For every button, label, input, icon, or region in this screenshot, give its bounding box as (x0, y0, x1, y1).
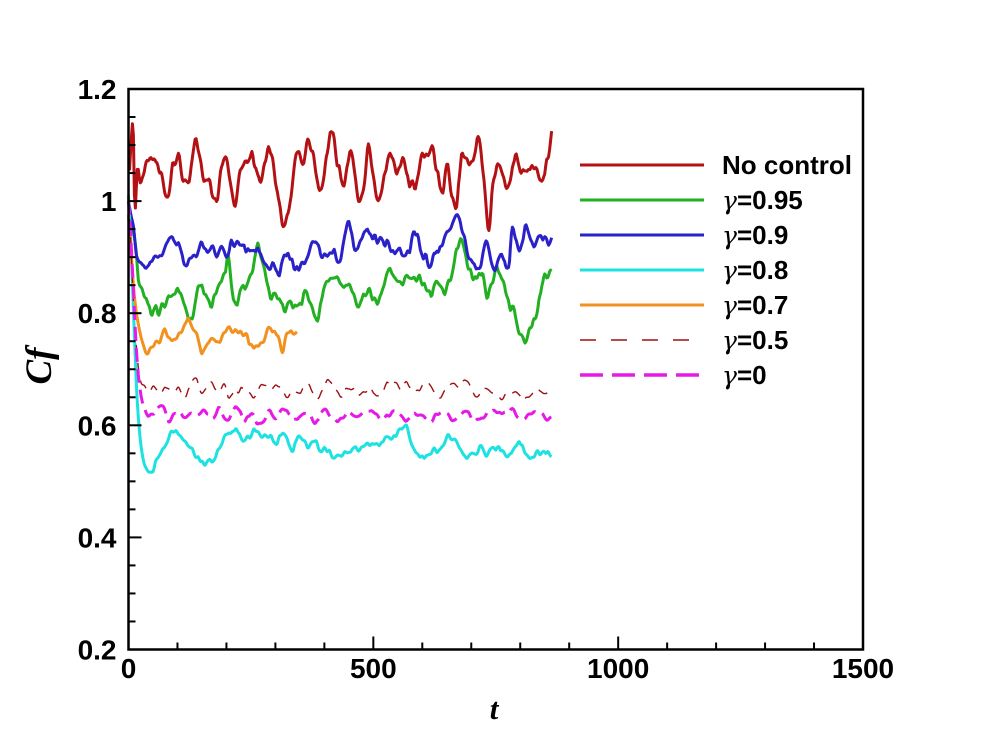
legend-item-gamma-0: γ=0 (580, 360, 767, 390)
legend-label-gamma-0.7: γ=0.7 (722, 290, 788, 320)
legend-label-gamma-0.9: γ=0.9 (722, 220, 788, 250)
axis-ticks (127, 88, 864, 651)
legend-item-gamma-0.9: γ=0.9 (580, 220, 788, 250)
legend-label-gamma-0: γ=0 (722, 360, 767, 390)
legend-item-gamma-0.5: γ=0.5 (580, 325, 788, 355)
curve-gamma-0.95 (127, 200, 553, 345)
x-tick-label: 1500 (832, 653, 894, 684)
legend-label-gamma-0.8: γ=0.8 (722, 255, 788, 285)
curve-no-control (128, 122, 554, 232)
legend-item-gamma-0.95: γ=0.95 (580, 185, 803, 215)
y-tick-label: 0.2 (78, 635, 117, 666)
legend: No control γ=0.95 γ=0.9 γ=0.8 γ=0.7 γ=0.5 γ=0 (580, 150, 852, 390)
legend-label-no-control: No control (722, 150, 852, 180)
y-tick-label: 1 (101, 186, 117, 217)
legend-label-gamma-0.5: γ=0.5 (722, 325, 788, 355)
plot-curves (127, 122, 554, 474)
y-tick-label: 0.4 (78, 522, 117, 553)
legend-item-gamma-0.8: γ=0.8 (580, 255, 788, 285)
curve-gamma-0.7 (127, 214, 298, 356)
axis-tick-labels: 0 500 1000 1500 0.2 0.4 0.6 0.8 1 1.2 (78, 74, 895, 684)
x-tick-label: 500 (350, 653, 397, 684)
curve-gamma-0 (127, 200, 553, 426)
x-axis-title: t (490, 691, 500, 726)
y-tick-label: 1.2 (78, 74, 117, 105)
curve-gamma-0.8 (127, 195, 553, 474)
legend-item-no-control: No control (580, 150, 852, 180)
legend-label-gamma-0.95: γ=0.95 (722, 185, 803, 215)
curve-gamma-0.5 (127, 201, 553, 401)
x-tick-label: 0 (121, 653, 137, 684)
x-tick-label: 1000 (587, 653, 649, 684)
curve-gamma-0.9 (127, 200, 554, 278)
y-tick-label: 0.6 (78, 410, 117, 441)
y-axis-title: Cf (19, 344, 60, 385)
y-tick-label: 0.8 (78, 298, 117, 329)
legend-item-gamma-0.7: γ=0.7 (580, 290, 788, 320)
